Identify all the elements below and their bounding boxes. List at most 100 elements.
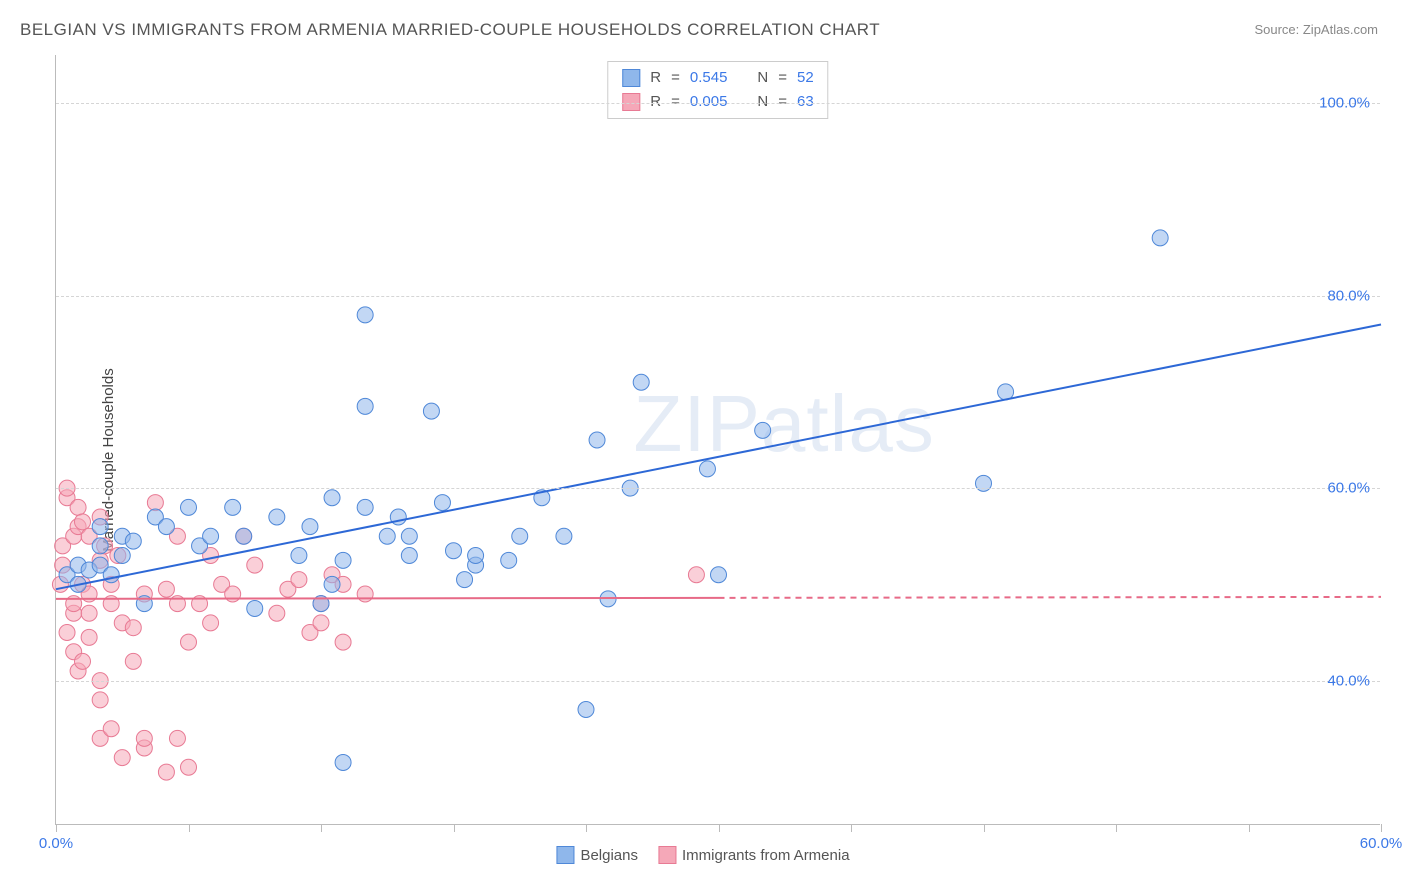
chart-title: BELGIAN VS IMMIGRANTS FROM ARMENIA MARRI…: [20, 20, 880, 40]
x-tick: [851, 824, 852, 832]
legend-swatch-pink: [622, 93, 640, 111]
scatter-point: [313, 615, 329, 631]
scatter-point: [225, 586, 241, 602]
scatter-point: [103, 721, 119, 737]
scatter-point: [114, 750, 130, 766]
scatter-point: [70, 499, 86, 515]
scatter-point: [125, 653, 141, 669]
scatter-point: [335, 634, 351, 650]
legend-equals: =: [778, 90, 787, 114]
trend-line: [719, 597, 1382, 598]
scatter-point: [457, 572, 473, 588]
scatter-point: [755, 422, 771, 438]
legend-n-value-2: 63: [797, 90, 814, 114]
gridline: [56, 681, 1380, 682]
scatter-point: [357, 499, 373, 515]
y-tick-label: 40.0%: [1327, 672, 1370, 689]
scatter-point: [81, 629, 97, 645]
trend-line: [56, 598, 719, 599]
legend-correlation: R = 0.545 N = 52 R = 0.005 N = 63: [607, 61, 828, 119]
scatter-point: [711, 567, 727, 583]
plot-area: ZIPatlas R = 0.545 N = 52 R = 0.005 N =: [55, 55, 1380, 825]
scatter-point: [335, 552, 351, 568]
scatter-point: [269, 509, 285, 525]
scatter-point: [335, 754, 351, 770]
scatter-point: [401, 528, 417, 544]
x-tick: [454, 824, 455, 832]
legend-label-2: Immigrants from Armenia: [682, 847, 850, 864]
x-tick-label: 60.0%: [1360, 835, 1403, 852]
scatter-point: [203, 615, 219, 631]
x-tick: [1249, 824, 1250, 832]
scatter-point: [147, 495, 163, 511]
scatter-point: [158, 764, 174, 780]
legend-row-series1: R = 0.545 N = 52: [622, 66, 813, 90]
scatter-point: [446, 543, 462, 559]
legend-swatch-blue: [622, 69, 640, 87]
x-tick: [719, 824, 720, 832]
scatter-point: [158, 519, 174, 535]
legend-row-series2: R = 0.005 N = 63: [622, 90, 813, 114]
y-tick-label: 100.0%: [1319, 95, 1370, 112]
legend-equals: =: [671, 90, 680, 114]
legend-item-belgians: Belgians: [556, 846, 638, 864]
source-attribution: Source: ZipAtlas.com: [1254, 22, 1378, 37]
scatter-point: [103, 567, 119, 583]
x-tick: [56, 824, 57, 832]
x-tick: [189, 824, 190, 832]
scatter-point: [556, 528, 572, 544]
legend-series: Belgians Immigrants from Armenia: [556, 846, 849, 864]
legend-equals: =: [671, 66, 680, 90]
scatter-point: [578, 702, 594, 718]
scatter-point: [114, 548, 130, 564]
scatter-point: [302, 519, 318, 535]
gridline: [56, 488, 1380, 489]
scatter-point: [468, 548, 484, 564]
x-tick: [321, 824, 322, 832]
scatter-plot-svg: [56, 55, 1380, 824]
x-tick-label: 0.0%: [39, 835, 73, 852]
scatter-point: [247, 600, 263, 616]
scatter-point: [81, 605, 97, 621]
scatter-point: [181, 759, 197, 775]
scatter-point: [699, 461, 715, 477]
y-tick-label: 60.0%: [1327, 480, 1370, 497]
gridline: [56, 103, 1380, 104]
scatter-point: [92, 692, 108, 708]
scatter-point: [225, 499, 241, 515]
scatter-point: [269, 605, 285, 621]
legend-item-armenia: Immigrants from Armenia: [658, 846, 850, 864]
legend-r-label: R: [650, 90, 661, 114]
legend-swatch-pink-icon: [658, 846, 676, 864]
legend-n-label: N: [757, 90, 768, 114]
scatter-point: [357, 586, 373, 602]
scatter-point: [291, 572, 307, 588]
scatter-point: [688, 567, 704, 583]
scatter-point: [247, 557, 263, 573]
scatter-point: [158, 581, 174, 597]
scatter-point: [203, 528, 219, 544]
scatter-point: [357, 307, 373, 323]
scatter-point: [324, 490, 340, 506]
legend-n-value-1: 52: [797, 66, 814, 90]
gridline: [56, 296, 1380, 297]
legend-swatch-blue-icon: [556, 846, 574, 864]
legend-equals: =: [778, 66, 787, 90]
scatter-point: [75, 653, 91, 669]
legend-r-value-2: 0.005: [690, 90, 728, 114]
scatter-point: [401, 548, 417, 564]
legend-n-label: N: [757, 66, 768, 90]
scatter-point: [125, 533, 141, 549]
x-tick: [586, 824, 587, 832]
scatter-point: [434, 495, 450, 511]
scatter-point: [59, 625, 75, 641]
scatter-point: [291, 548, 307, 564]
x-tick: [1381, 824, 1382, 832]
scatter-point: [589, 432, 605, 448]
scatter-point: [1152, 230, 1168, 246]
scatter-point: [125, 620, 141, 636]
legend-r-label: R: [650, 66, 661, 90]
x-tick: [984, 824, 985, 832]
x-tick: [1116, 824, 1117, 832]
scatter-point: [92, 538, 108, 554]
